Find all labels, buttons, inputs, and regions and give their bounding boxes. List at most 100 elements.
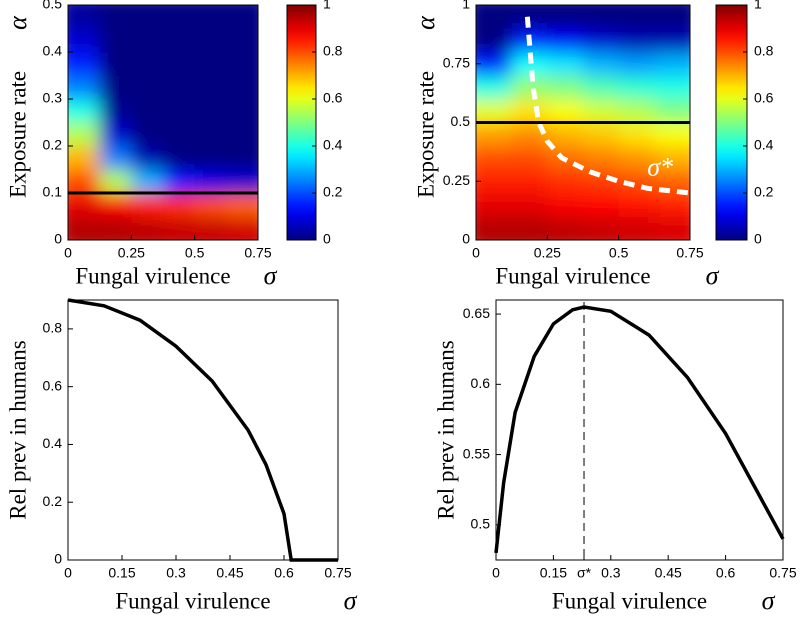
- plot-frame: [67, 4, 259, 241]
- y-tick-label: 0.8: [43, 320, 63, 336]
- heat-cell: [131, 99, 164, 123]
- heat-cell: [476, 99, 513, 123]
- heat-cell: [511, 216, 548, 240]
- heat-cell: [618, 99, 655, 123]
- heat-cell: [583, 122, 620, 147]
- heat-cell: [583, 5, 620, 29]
- heat-cell: [476, 75, 513, 100]
- heat-cell: [226, 52, 258, 76]
- heat-cell: [618, 28, 655, 53]
- colorbar-tick-label: 0: [323, 231, 331, 247]
- heat-cell: [68, 122, 101, 147]
- heat-cell: [163, 169, 196, 194]
- colorbar-tick-label: 1: [754, 0, 762, 12]
- colorbar-tick-label: 0.4: [323, 137, 343, 153]
- x-axis-label: Fungal virulence: [75, 263, 230, 288]
- heat-cell: [68, 75, 101, 100]
- y-tick-label: 0.25: [443, 172, 470, 188]
- heat-cell: [547, 169, 584, 194]
- x-tick-label: 0.45: [216, 565, 243, 581]
- heat-cell: [194, 75, 227, 100]
- y-tick-label: 0.6: [471, 375, 491, 391]
- y-tick-label: 0.75: [443, 54, 470, 70]
- heat-cell: [131, 75, 164, 100]
- x-tick-label: 0.15: [540, 565, 567, 581]
- x-tick-label: 0.6: [274, 565, 294, 581]
- y-tick-label: 0.3: [43, 90, 63, 106]
- heat-cell: [654, 75, 690, 100]
- y-tick-label: 0.5: [43, 0, 63, 12]
- heat-cell: [583, 99, 620, 123]
- y-axis-label: Rel prev in humans: [5, 340, 30, 520]
- heat-cell: [99, 75, 132, 100]
- x-tick-label: 0.25: [118, 245, 145, 261]
- heat-cell: [654, 52, 690, 76]
- y-axis-label: Exposure rate: [5, 71, 30, 198]
- heat-cell: [163, 122, 196, 147]
- heat-cell: [163, 99, 196, 123]
- y-axis-symbol: α: [411, 15, 440, 30]
- heat-cell: [99, 122, 132, 147]
- heat-cell: [654, 146, 690, 170]
- heat-cell: [163, 146, 196, 170]
- x-tick-label: 0.6: [716, 565, 736, 581]
- colorbar: [715, 4, 748, 241]
- heatmap-cells: [476, 5, 690, 240]
- y-tick-label: 0.4: [43, 43, 63, 59]
- heat-cell: [68, 193, 101, 217]
- heat-cell: [131, 193, 164, 217]
- heat-cell: [476, 146, 513, 170]
- heat-cell: [476, 169, 513, 194]
- y-tick-label: 0.2: [43, 137, 63, 153]
- heat-cell: [226, 216, 258, 240]
- y-tick-label: 0: [462, 231, 470, 247]
- heat-cell: [226, 28, 258, 53]
- heat-cell: [68, 28, 101, 53]
- x-tick-label: 0.5: [185, 245, 205, 261]
- heat-cell: [618, 146, 655, 170]
- y-tick-label: 0.55: [463, 445, 490, 461]
- x-tick-label: 0: [64, 565, 72, 581]
- y-tick-label: 0.1: [43, 184, 63, 200]
- heat-cell: [618, 52, 655, 76]
- colorbar-tick-label: 0.4: [754, 137, 774, 153]
- heat-cell: [654, 28, 690, 53]
- heat-cell: [194, 99, 227, 123]
- heat-cell: [99, 28, 132, 53]
- heat-cell: [547, 193, 584, 217]
- heat-cell: [583, 216, 620, 240]
- x-tick-label: 0.5: [609, 245, 629, 261]
- heat-cell: [99, 169, 132, 194]
- heat-cell: [226, 5, 258, 29]
- y-tick-label: 1: [462, 0, 470, 12]
- heat-cell: [618, 122, 655, 147]
- heat-cell: [194, 122, 227, 147]
- y-tick-label: 0: [54, 231, 62, 247]
- colorbar-tick-label: 1: [323, 0, 331, 12]
- colorbar-tick-label: 0.6: [754, 90, 774, 106]
- colorbar-tick-label: 0.6: [323, 90, 343, 106]
- heat-cell: [68, 146, 101, 170]
- heatmap: [68, 5, 258, 240]
- heat-cell: [68, 99, 101, 123]
- heat-cell: [194, 52, 227, 76]
- heat-cell: [583, 146, 620, 170]
- heat-cell: [583, 75, 620, 100]
- heat-cell: [476, 216, 513, 240]
- heat-cell: [163, 28, 196, 53]
- heat-cell: [99, 216, 132, 240]
- x-tick-label: 0.75: [324, 565, 351, 581]
- heat-cell: [131, 52, 164, 76]
- x-axis-symbol: σ: [762, 586, 776, 615]
- colorbar-tick-label: 0: [754, 231, 762, 247]
- heat-cell: [163, 52, 196, 76]
- sigma-star-curve: [524, 16, 690, 196]
- x-tick-label: 0.75: [244, 245, 271, 261]
- heat-cell: [654, 216, 690, 240]
- heat-cell: [99, 5, 132, 29]
- heat-cell: [68, 216, 101, 240]
- heat-cell: [163, 216, 196, 240]
- heat-cell: [194, 169, 227, 194]
